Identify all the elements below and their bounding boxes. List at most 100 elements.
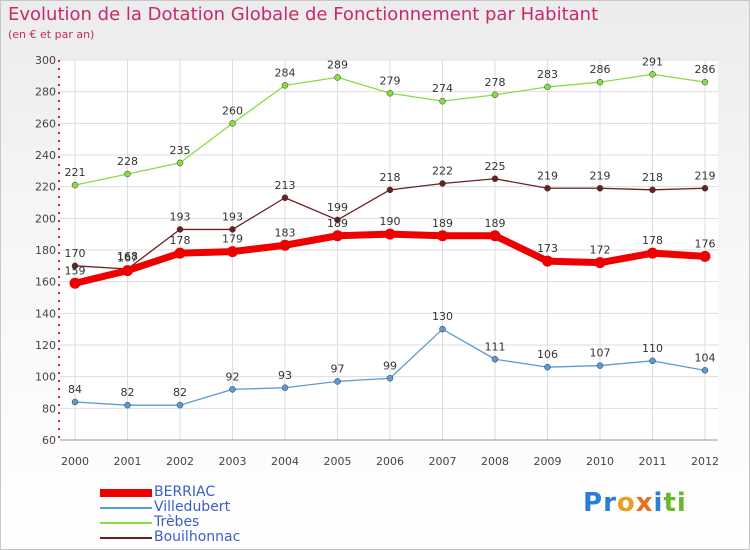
data-label: 170	[65, 247, 86, 260]
logo-letter: i	[676, 488, 687, 518]
x-tick-label: 2003	[219, 455, 247, 468]
data-label: 179	[222, 233, 243, 246]
data-label: 99	[383, 359, 397, 372]
x-tick-label: 2001	[114, 455, 142, 468]
y-tick-label: 300	[35, 54, 56, 67]
data-point	[174, 247, 186, 259]
data-point	[439, 180, 446, 187]
data-point	[596, 362, 604, 369]
legend-swatch	[100, 506, 152, 509]
legend-item: BERRIAC	[100, 485, 240, 500]
data-label: 189	[432, 217, 453, 230]
data-label: 84	[68, 383, 82, 396]
data-point	[386, 186, 394, 194]
data-label: 106	[537, 348, 558, 361]
data-point	[596, 78, 604, 86]
data-label: 218	[380, 171, 401, 184]
data-label: 159	[65, 264, 86, 277]
data-label: 193	[222, 210, 243, 223]
data-label: 193	[170, 210, 191, 223]
legend: BERRIAC Villedubert Trèbes Bouilhonnac	[100, 485, 240, 545]
data-point	[122, 265, 133, 277]
data-label: 93	[278, 369, 292, 382]
logo-letter: i	[653, 488, 664, 518]
data-label: 228	[117, 155, 138, 168]
data-label: 110	[642, 342, 663, 355]
data-point	[544, 363, 551, 371]
data-point	[124, 401, 131, 409]
data-label: 219	[695, 169, 716, 182]
data-label: 289	[327, 58, 348, 71]
y-tick-label: 180	[35, 244, 56, 257]
y-tick-label: 240	[35, 149, 56, 162]
data-label: 284	[275, 66, 296, 79]
data-point	[71, 398, 79, 406]
data-label: 111	[485, 340, 506, 353]
data-label: 173	[537, 242, 558, 255]
y-tick-label: 260	[35, 117, 56, 130]
data-point	[701, 185, 709, 192]
data-label: 235	[170, 144, 191, 157]
y-tick-label: 60	[42, 434, 56, 447]
data-point	[71, 181, 79, 189]
y-tick-label: 100	[35, 371, 56, 384]
x-tick-label: 2010	[586, 455, 614, 468]
data-point	[281, 194, 289, 201]
data-point	[542, 255, 553, 267]
data-label: 278	[485, 76, 506, 89]
data-label: 92	[226, 370, 240, 383]
proxiti-logo: Proxiti	[583, 488, 687, 518]
x-tick-label: 2008	[481, 455, 509, 468]
data-point	[229, 120, 236, 127]
data-label: 167	[117, 252, 138, 265]
data-label: 218	[642, 171, 663, 184]
data-label: 291	[642, 55, 663, 68]
data-point	[229, 226, 236, 233]
data-label: 190	[380, 215, 401, 228]
data-label: 104	[695, 351, 716, 364]
data-point	[124, 170, 131, 178]
data-point	[649, 357, 656, 365]
data-point	[596, 185, 604, 192]
data-point	[281, 82, 289, 89]
data-point	[544, 83, 551, 91]
data-label: 260	[222, 104, 243, 117]
logo-letter: P	[583, 488, 604, 518]
data-label: 286	[590, 63, 611, 76]
data-point	[491, 356, 499, 363]
data-label: 199	[327, 201, 348, 214]
y-tick-label: 160	[35, 276, 56, 289]
y-tick-label: 200	[35, 212, 56, 225]
x-tick-label: 2011	[639, 455, 667, 468]
logo-letter: o	[616, 488, 636, 518]
y-tick-label: 80	[42, 402, 56, 415]
chart-subtitle: (en € et par an)	[8, 28, 95, 41]
data-point	[649, 186, 656, 194]
data-point	[71, 262, 79, 270]
x-tick-label: 2002	[166, 455, 194, 468]
x-tick-label: 2007	[429, 455, 457, 468]
chart-title: Evolution de la Dotation Globale de Fonc…	[8, 4, 599, 25]
data-point	[489, 230, 501, 242]
legend-label: Villedubert	[154, 499, 231, 515]
data-point	[334, 378, 341, 385]
data-point	[332, 230, 343, 242]
data-point	[439, 325, 446, 333]
data-label: 225	[485, 160, 506, 173]
data-label: 97	[331, 362, 345, 375]
data-label: 82	[121, 386, 135, 399]
data-label: 178	[170, 234, 191, 247]
x-tick-label: 2005	[324, 455, 352, 468]
legend-item: Bouilhonnac	[100, 530, 240, 545]
legend-swatch	[100, 536, 152, 539]
data-label: 274	[432, 82, 453, 95]
data-label: 286	[695, 63, 716, 76]
data-point	[594, 257, 606, 269]
x-tick-label: 2000	[61, 455, 89, 468]
data-label: 107	[590, 347, 611, 360]
data-label: 219	[590, 169, 611, 182]
data-point	[701, 78, 709, 86]
data-point	[176, 401, 184, 409]
data-point	[701, 367, 709, 374]
